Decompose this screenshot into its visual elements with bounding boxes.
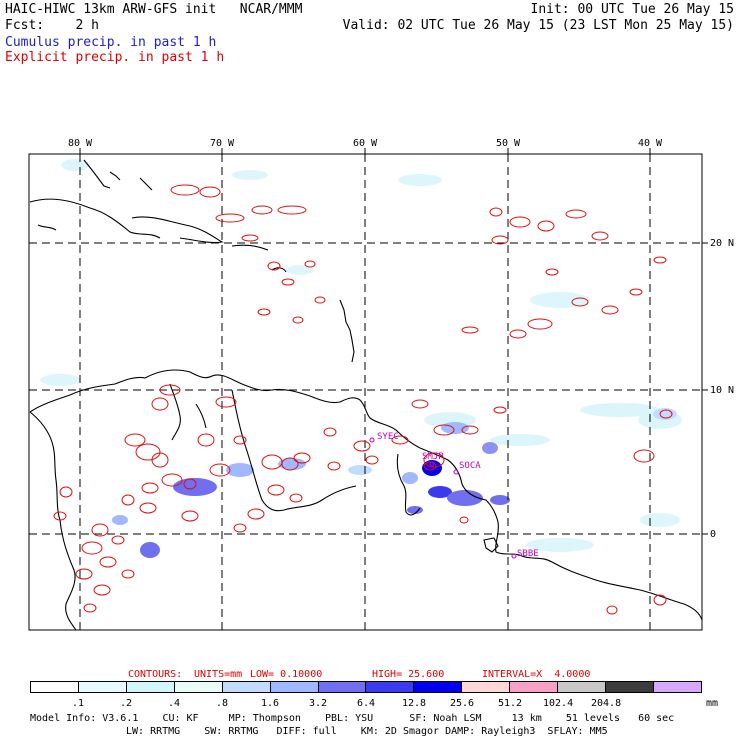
- colorbar-swatch: [317, 682, 366, 692]
- station-soca: SOCA: [459, 461, 481, 471]
- colorbar-tick-label: 51.2: [498, 698, 523, 709]
- colorbar-tick-label: 102.4: [543, 698, 574, 709]
- lat-label-20n: 20 N: [710, 238, 735, 249]
- colorbar-unit: mm: [706, 698, 719, 709]
- lon-label-60w: 60 W: [353, 138, 378, 149]
- colorbar-swatch: [173, 682, 222, 692]
- colorbar-swatch: [557, 682, 606, 692]
- coastlines: [29, 159, 703, 631]
- colorbar-tick-label: 204.8: [591, 698, 622, 709]
- colorbar-swatch: [31, 682, 78, 692]
- cumulus-label: Cumulus precip. in past 1 h: [5, 35, 217, 50]
- contours-interval: INTERVAL=X 4.0000: [482, 669, 591, 680]
- init-time: Init: 00 UTC Tue 26 May 15: [530, 2, 735, 17]
- colorbar-tick-label: 12.8: [402, 698, 427, 709]
- colorbar-tick-label: 25.6: [450, 698, 475, 709]
- colorbar-tick-label: 3.2: [309, 698, 328, 709]
- colorbar-swatch: [125, 682, 174, 692]
- station-markers: [369, 437, 517, 559]
- contours-units: UNITS=mm: [194, 669, 243, 680]
- lon-label-50w: 50 W: [496, 138, 521, 149]
- contours-low: LOW= 0.10000: [250, 669, 323, 680]
- axis-ticks: [79, 148, 708, 535]
- light-precip-areas: [40, 159, 682, 552]
- station-sbbe: SBBE: [517, 549, 539, 559]
- model-info-line1: Model Info: V3.6.1 CU: KF MP: Thompson P…: [30, 713, 675, 724]
- colorbar-tick-label: .8: [216, 698, 229, 709]
- station-smjp: SMJP: [422, 452, 444, 462]
- cumulus-precip-areas: [112, 408, 677, 558]
- lon-label-40w: 40 W: [638, 138, 663, 149]
- contours-high: HIGH= 25.600: [372, 669, 445, 680]
- colorbar-swatch: [509, 682, 558, 692]
- colorbar-swatch: [365, 682, 414, 692]
- colorbar-swatch: [221, 682, 270, 692]
- lon-label-80w: 80 W: [68, 138, 93, 149]
- forecast-hour: Fcst: 2 h: [5, 18, 99, 33]
- model-info-line2: LW: RRTMG SW: RRTMG DIFF: full KM: 2D Sm…: [126, 726, 608, 737]
- colorbar-swatch: [413, 682, 462, 692]
- colorbar-tick-label: .1: [72, 698, 85, 709]
- lon-label-70w: 70 W: [210, 138, 235, 149]
- colorbar-tick-label: .2: [120, 698, 133, 709]
- explicit-label: Explicit precip. in past 1 h: [5, 50, 225, 65]
- colorbar-tick-label: 1.6: [261, 698, 280, 709]
- run-title: HAIC-HIWC 13km ARW-GFS init NCAR/MMM: [5, 2, 303, 17]
- colorbar-swatch: [461, 682, 510, 692]
- colorbar: [30, 681, 702, 693]
- lat-label-10n: 10 N: [710, 385, 735, 396]
- colorbar-swatch: [269, 682, 318, 692]
- colorbar-swatch: [77, 682, 126, 692]
- colorbar-tick-label: .4: [168, 698, 181, 709]
- colorbar-swatch: [605, 682, 653, 692]
- contours-label: CONTOURS:: [128, 669, 183, 680]
- colorbar-swatch: [652, 682, 701, 692]
- lat-label-0: 0: [710, 529, 717, 540]
- colorbar-tick-label: 6.4: [357, 698, 376, 709]
- valid-time: Valid: 02 UTC Tue 26 May 15 (23 LST Mon …: [342, 18, 734, 33]
- station-syec: SYEC: [377, 432, 399, 442]
- explicit-precip-contours: [53, 184, 673, 615]
- lat-lon-grid: [29, 154, 702, 630]
